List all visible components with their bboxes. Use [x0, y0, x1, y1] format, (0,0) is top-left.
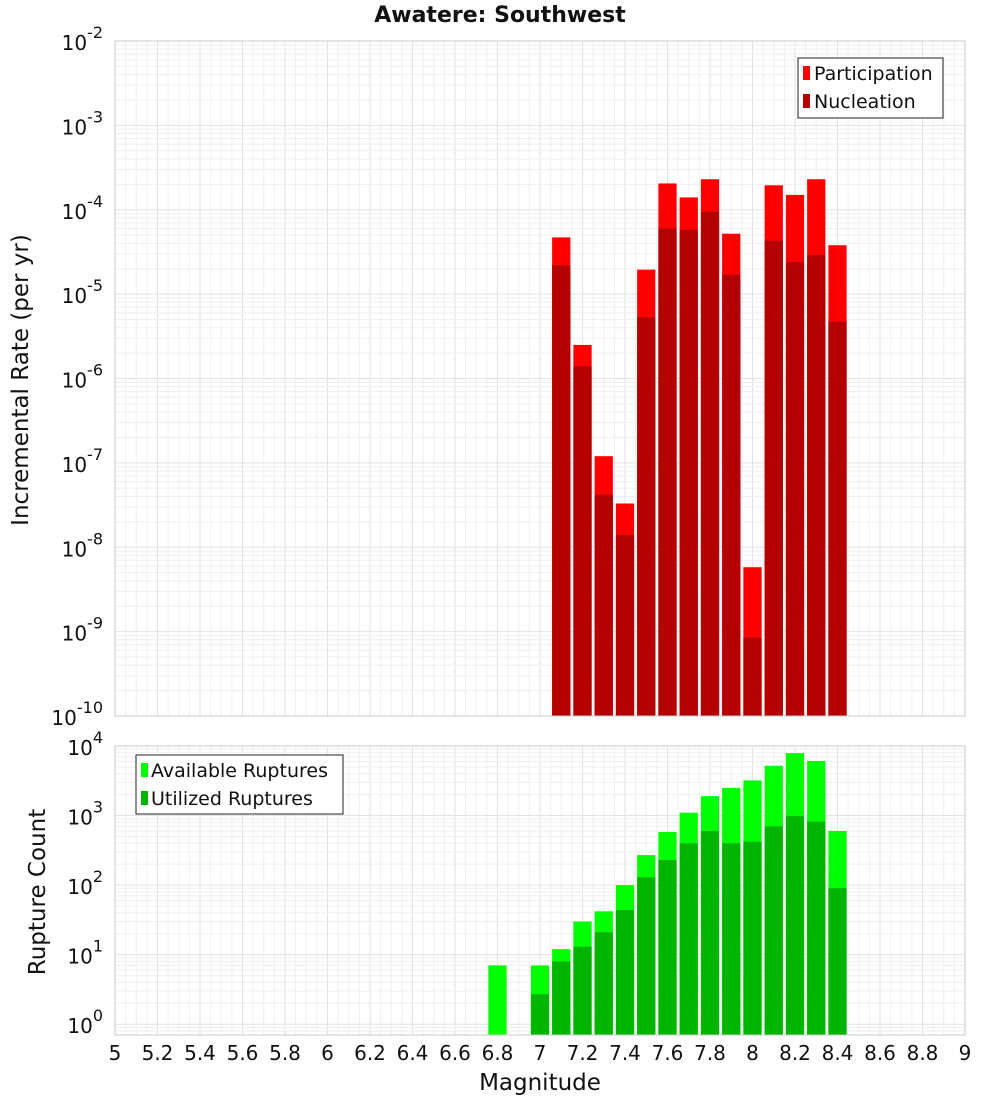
rate-y-axis-label: Incremental Rate (per yr) — [8, 234, 34, 526]
count-utilized-ruptures-bar — [722, 843, 741, 1035]
count-plot-frame — [114, 745, 966, 1036]
magnitude-x-tick-label: 7.6 — [652, 1041, 684, 1065]
magnitude-x-tick-label: 7.4 — [609, 1041, 641, 1065]
rate-nucleation-bar — [828, 321, 847, 716]
rate-plot-frame — [114, 40, 966, 717]
magnitude-x-tick-label: 5 — [109, 1041, 122, 1065]
participation-legend-label: Participation — [814, 63, 933, 85]
magnitude-x-tick-label: 8.4 — [822, 1041, 854, 1065]
rate-nucleation-bar — [637, 317, 656, 716]
rate-y-tick-label: 10-9 — [62, 614, 103, 646]
count-utilized-ruptures-bar — [615, 909, 635, 1035]
rate-y-tick-label: 10-2 — [62, 23, 103, 55]
rate-nucleation-bar — [807, 255, 826, 716]
count-y-tick-label: 101 — [67, 937, 103, 969]
count-y-axis-label: Rupture Count — [25, 809, 51, 975]
utilized-legend-swatch — [141, 791, 148, 805]
chart-title: Awatere: Southwest — [374, 3, 626, 28]
magnitude-x-tick-label: 6.2 — [354, 1041, 386, 1065]
rate-nucleation-bar — [594, 494, 613, 716]
magnitude-x-tick-label: 8 — [746, 1041, 759, 1065]
count-available-ruptures-bar — [488, 965, 507, 1035]
count-bars — [488, 753, 847, 1035]
count-y-tick-label: 102 — [67, 867, 103, 899]
count-legend-box — [135, 754, 344, 815]
count-utilized-ruptures-bar — [594, 932, 613, 1035]
rate-nucleation-bar — [743, 637, 762, 716]
available-legend-label: Available Ruptures — [151, 760, 328, 782]
rate-y-tick-label: 10-7 — [62, 445, 103, 477]
rate-nucleation-bar — [552, 265, 571, 716]
rate-legend-box — [797, 57, 944, 119]
rate-y-ticks: 10-10 10-9 10-8 10-7 10-6 10-5 10-4 10-3 10-2 — [51, 23, 103, 730]
count-utilized-ruptures-bar — [807, 821, 826, 1035]
magnitude-x-tick-label: 5.6 — [227, 1041, 259, 1065]
magnitude-x-tick-label: 9 — [959, 1041, 972, 1065]
rate-nucleation-bar — [722, 274, 741, 716]
count-utilized-ruptures-bar — [637, 877, 656, 1035]
rate-y-tick-label: 10-6 — [62, 361, 103, 393]
count-utilized-ruptures-bar — [658, 859, 677, 1035]
rate-nucleation-bar — [764, 240, 783, 717]
rate-legend: Participation Nucleation — [797, 57, 944, 119]
count-utilized-ruptures-bar — [573, 946, 592, 1035]
rate-grid — [114, 40, 966, 717]
rate-bars — [552, 179, 847, 717]
rate-nucleation-bar — [658, 228, 677, 716]
count-utilized-ruptures-bar — [530, 994, 550, 1035]
magnitude-x-tick-label: 7.8 — [694, 1041, 726, 1065]
magnitude-x-tick-label: 8.2 — [779, 1041, 811, 1065]
count-panel: 100 101 102 103 104 5 5.2 5.4 5.6 5.8 6 6.2 6.4 6.6 6… — [25, 728, 971, 1096]
magnitude-x-tick-label: 8.6 — [864, 1041, 896, 1065]
rate-y-tick-label: 10-8 — [62, 529, 103, 561]
utilized-legend-label: Utilized Ruptures — [151, 788, 313, 810]
rate-nucleation-bar — [615, 534, 635, 716]
magnitude-x-tick-label: 7 — [534, 1041, 547, 1065]
magnitude-x-tick-label: 6.6 — [439, 1041, 471, 1065]
rate-y-tick-label: 10-10 — [51, 698, 103, 730]
count-utilized-ruptures-bar — [785, 816, 805, 1035]
magnitude-x-tick-label: 5.8 — [269, 1041, 301, 1065]
count-y-tick-label: 104 — [67, 728, 103, 760]
magnitude-x-tick-label: 6.4 — [397, 1041, 429, 1065]
rate-nucleation-bar — [679, 229, 698, 717]
rate-y-tick-label: 10-5 — [62, 276, 103, 308]
count-utilized-ruptures-bar — [764, 826, 783, 1035]
magnitude-x-tick-label: 5.4 — [184, 1041, 216, 1065]
count-legend: Available Ruptures Utilized Ruptures — [135, 754, 344, 815]
magnitude-x-axis-label: Magnitude — [479, 1070, 601, 1096]
rate-panel: 10-10 10-9 10-8 10-7 10-6 10-5 10-4 10-3 10-2 In… — [8, 23, 966, 730]
magnitude-x-tick-label: 6 — [321, 1041, 334, 1065]
rate-y-tick-label: 10-3 — [62, 107, 103, 139]
magnitude-x-tick-label: 8.8 — [907, 1041, 939, 1065]
count-utilized-ruptures-bar — [552, 961, 571, 1035]
rate-nucleation-bar — [785, 262, 805, 716]
count-utilized-ruptures-bar — [700, 830, 720, 1035]
count-y-tick-label: 100 — [67, 1006, 103, 1038]
magnitude-x-tick-label: 5.2 — [142, 1041, 174, 1065]
count-utilized-ruptures-bar — [828, 888, 847, 1035]
magnitude-x-tick-label: 7.2 — [567, 1041, 599, 1065]
nucleation-legend-swatch — [803, 94, 810, 108]
rate-nucleation-bar — [573, 366, 592, 716]
count-y-tick-label: 103 — [67, 798, 103, 830]
count-utilized-ruptures-bar — [679, 843, 698, 1035]
rate-y-tick-label: 10-4 — [62, 192, 103, 224]
rate-nucleation-bar — [700, 211, 720, 716]
magnitude-x-tick-label: 6.8 — [482, 1041, 514, 1065]
count-utilized-ruptures-bar — [743, 841, 762, 1035]
available-legend-swatch — [141, 763, 148, 777]
magnitude-x-ticks: 5 5.2 5.4 5.6 5.8 6 6.2 6.4 6.6 6.8 7 7.2 7.4 7.6 7.8 8… — [109, 1041, 972, 1065]
participation-legend-swatch — [803, 66, 810, 80]
nucleation-legend-label: Nucleation — [814, 91, 916, 113]
count-y-ticks: 100 101 102 103 104 — [67, 728, 103, 1038]
